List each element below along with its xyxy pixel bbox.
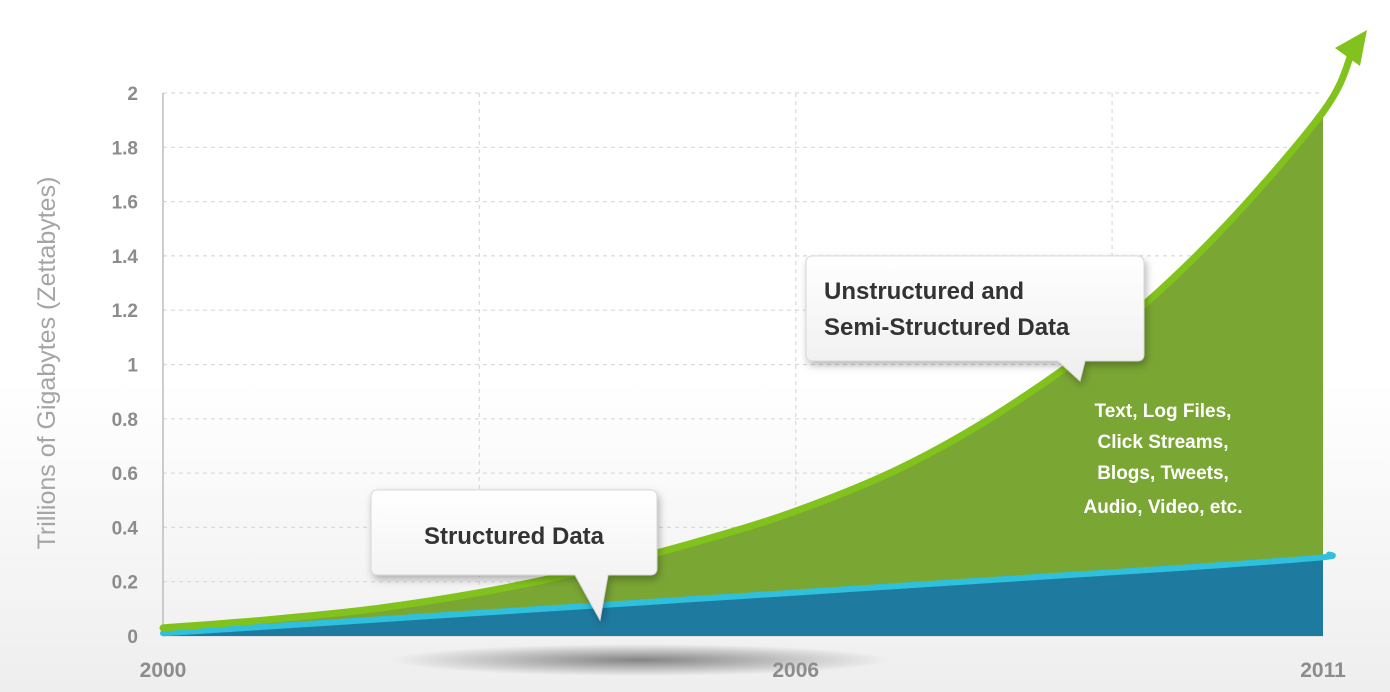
x-tick-label: 2006 <box>772 659 819 682</box>
callout-unstructured-line-1: Unstructured and <box>824 278 1024 305</box>
y-tick-label: 0 <box>127 627 138 648</box>
y-tick-label: 0.8 <box>112 410 138 431</box>
y-tick-label: 1 <box>127 356 138 377</box>
examples-line-1: Text, Log Files, <box>1095 401 1232 422</box>
y-tick-label: 1.2 <box>112 301 138 322</box>
y-tick-label: 0.2 <box>112 573 138 594</box>
areas <box>159 30 1367 637</box>
callout-structured <box>370 489 658 622</box>
y-axis-label: Trillions of Gigabytes (Zettabytes) <box>33 177 61 550</box>
arrow-head <box>1335 30 1367 66</box>
y-tick-label: 0.4 <box>112 518 139 539</box>
examples-line-2: Click Streams, <box>1098 432 1229 453</box>
examples-line-3: Blogs, Tweets, <box>1097 463 1229 484</box>
y-tick-label: 1.8 <box>112 138 138 159</box>
callout-unstructured <box>805 255 1145 382</box>
y-tick-label: 1.6 <box>112 193 138 214</box>
y-tick-label: 1.4 <box>112 247 139 268</box>
examples-line-4: Audio, Video, etc. <box>1083 497 1242 518</box>
y-tick-label: 2 <box>127 84 138 105</box>
area-unstructured <box>163 112 1323 636</box>
callout-unstructured-line-2: Semi-Structured Data <box>824 314 1070 341</box>
ground-shadow <box>390 644 890 676</box>
y-tick-labels: 0 0.2 0.4 0.6 0.8 1 1.2 1.4 1.6 1.8 2 <box>112 84 139 648</box>
x-tick-label: 2000 <box>140 659 187 682</box>
examples-text: Text, Log Files, Click Streams, Blogs, T… <box>1083 401 1242 518</box>
line-structured <box>160 551 1336 637</box>
x-tick-label: 2011 <box>1300 659 1346 682</box>
x-tick-labels: 2000 2006 2011 <box>140 659 1346 682</box>
line-unstructured <box>159 48 1356 632</box>
y-tick-label: 0.6 <box>112 464 138 485</box>
callout-structured-text: Structured Data <box>424 523 605 550</box>
